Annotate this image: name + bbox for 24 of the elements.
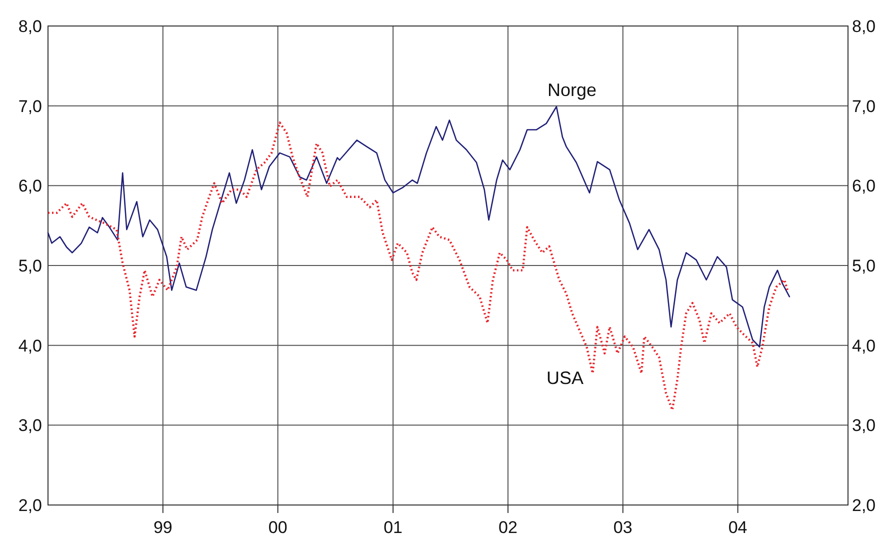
x-tick-label: 01 [384,518,403,537]
y2-tick-label: 8,0 [852,17,876,36]
y-tick-label: 7,0 [18,96,42,116]
y-tick-label: 2,0 [18,496,42,515]
line-series [47,106,790,348]
y2-tick-label: 4,0 [852,336,876,356]
y-tick-label: 4,0 [18,336,42,356]
y-tick-label: 6,0 [18,176,42,196]
y2-tick-label: 7,0 [852,96,876,116]
y-tick-label: 3,0 [18,416,42,436]
y2-tick-label: 3,0 [852,416,876,436]
y2-tick-label: 2,0 [852,496,876,515]
y2-tick-label: 6,0 [852,176,876,196]
x-tick-label: 04 [728,518,748,537]
x-tick-label: 02 [498,518,518,537]
x-tick-label: 00 [268,518,288,537]
y-tick-label: 8,0 [18,17,42,36]
y2-tick-label: 5,0 [852,256,876,276]
series-label: Norge [547,80,597,100]
line-series [46,122,789,412]
series-label: USA [546,368,584,388]
x-tick-label: 03 [613,518,632,537]
y-tick-label: 5,0 [18,256,42,276]
x-tick-label: 99 [153,518,172,537]
